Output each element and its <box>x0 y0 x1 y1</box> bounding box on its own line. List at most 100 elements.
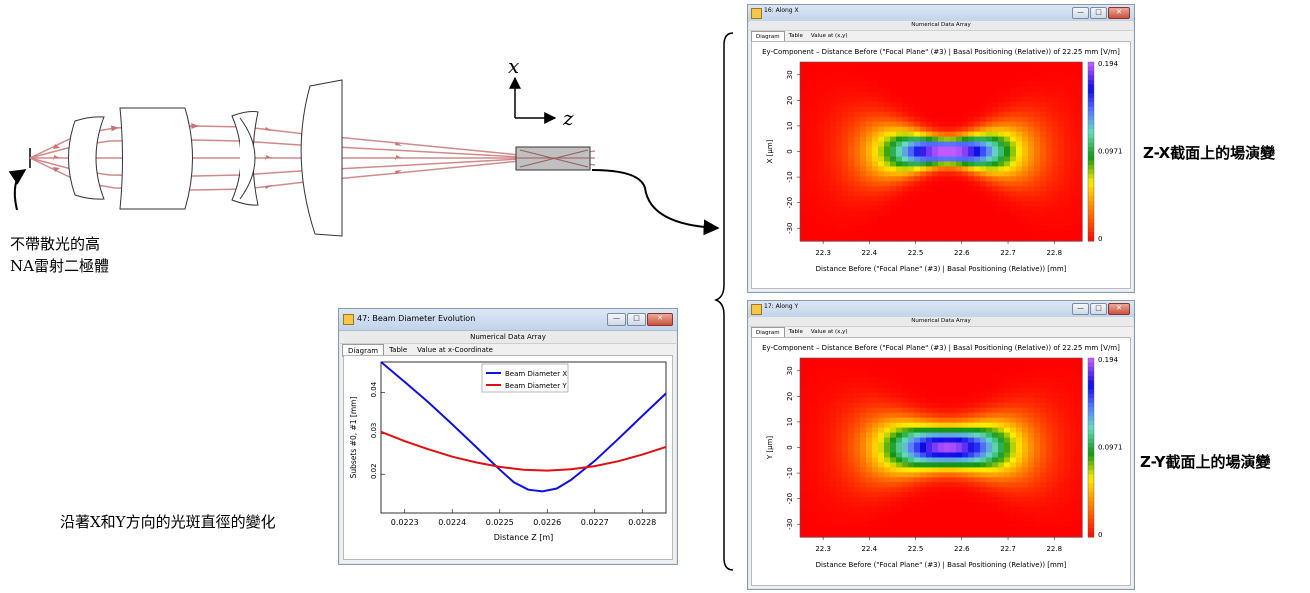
heatmap-cell <box>1034 116 1041 123</box>
heatmap-cell <box>1028 62 1035 68</box>
heatmap-cell <box>950 196 957 202</box>
heatmap-cell <box>830 402 837 409</box>
heatmap-cell <box>926 76 933 83</box>
y-tick-label: -20 <box>786 493 794 504</box>
heatmap-cell <box>1040 111 1047 118</box>
close-button[interactable]: ✕ <box>1108 303 1130 315</box>
heatmap-cell <box>998 71 1005 78</box>
heatmap-cell <box>1058 126 1065 133</box>
heatmap-cell <box>980 196 987 202</box>
heatmap-cell <box>1064 432 1071 439</box>
minimize-button[interactable]: — <box>607 313 626 326</box>
heatmap-cell <box>896 91 903 98</box>
heatmap-cell <box>836 101 843 108</box>
heatmap-cell <box>956 397 963 404</box>
heatmap-cell <box>956 231 963 237</box>
along-y-window[interactable]: 17: Along Y — □ ✕ Numerical Data Array D… <box>747 300 1135 590</box>
tab-diagram[interactable]: Diagram <box>751 31 785 41</box>
heatmap-cell <box>950 86 957 93</box>
app-icon <box>751 8 762 19</box>
heatmap-cell <box>1010 191 1017 197</box>
heatmap-cell <box>920 402 927 409</box>
zx-field-heatmap: Ey-Component – Distance Before ("Focal P… <box>762 48 1122 273</box>
minimize-button[interactable]: — <box>1072 303 1089 315</box>
heatmap-cell <box>1040 62 1047 68</box>
heatmap-cell <box>908 482 915 488</box>
heatmap-cell <box>854 166 861 172</box>
tab-value-at-xy[interactable]: Value at (x,y) <box>810 329 848 335</box>
heatmap-cell <box>1046 136 1053 143</box>
heatmap-cell <box>836 502 843 508</box>
close-button[interactable]: ✕ <box>647 313 673 326</box>
heatmap-cell <box>980 437 987 444</box>
heatmap-cell <box>998 412 1005 419</box>
heatmap-cell <box>956 442 963 449</box>
heatmap-cell <box>992 402 999 409</box>
heatmap-cell <box>938 482 945 488</box>
along-y-titlebar[interactable]: 17: Along Y — □ ✕ <box>748 301 1134 318</box>
heatmap-cell <box>914 101 921 108</box>
along-x-window[interactable]: 16: Along X — □ ✕ Numerical Data Array D… <box>747 4 1135 293</box>
beam-window-subheader: Numerical Data Array <box>340 331 676 344</box>
heatmap-cell <box>1004 196 1011 202</box>
heatmap-cell <box>890 362 897 369</box>
heatmap-cell <box>1058 358 1065 364</box>
heatmap-cell <box>890 392 897 399</box>
heatmap-cell <box>890 532 897 538</box>
tab-table[interactable]: Table <box>788 33 803 39</box>
heatmap-cell <box>998 367 1005 374</box>
heatmap-cell <box>878 367 885 374</box>
heatmap-cell <box>1034 211 1041 217</box>
heatmap-cell <box>1004 447 1011 454</box>
minimize-button[interactable]: — <box>1072 7 1089 19</box>
tab-table[interactable]: Table <box>389 346 408 354</box>
heatmap-cell <box>1052 146 1059 153</box>
heatmap-cell <box>974 216 981 222</box>
heatmap-cell <box>848 492 855 498</box>
heatmap-cell <box>866 66 873 73</box>
maximize-button[interactable]: □ <box>1090 7 1107 19</box>
heatmap-cell <box>896 502 903 508</box>
heatmap-cell <box>806 216 813 222</box>
heatmap-cell <box>836 507 843 513</box>
tab-diagram[interactable]: Diagram <box>342 344 385 357</box>
heatmap-cell <box>1040 181 1047 187</box>
maximize-button[interactable]: □ <box>1090 303 1107 315</box>
heatmap-cell <box>902 462 909 468</box>
heatmap-cell <box>890 106 897 113</box>
heatmap-cell <box>836 186 843 192</box>
close-button[interactable]: ✕ <box>1108 7 1130 19</box>
beam-window-titlebar[interactable]: 47: Beam Diameter Evolution — □ ✕ <box>339 309 677 331</box>
heatmap-cell <box>878 156 885 163</box>
heatmap-cell <box>842 191 849 197</box>
heatmap-cell <box>1052 62 1059 68</box>
tab-value-at-xy[interactable]: Value at (x,y) <box>810 33 848 39</box>
heatmap-cell <box>1076 447 1083 454</box>
tab-diagram[interactable]: Diagram <box>751 327 785 337</box>
tab-value-at-x[interactable]: Value at x-Coordinate <box>417 346 493 354</box>
heatmap-cell <box>920 151 927 158</box>
heatmap-cell <box>920 146 927 153</box>
heatmap-cell <box>842 186 849 192</box>
tab-table[interactable]: Table <box>788 329 803 335</box>
heatmap-cell <box>920 236 927 242</box>
heatmap-cell <box>1070 522 1077 528</box>
heatmap-cell <box>854 216 861 222</box>
heatmap-cell <box>974 181 981 187</box>
heatmap-cell <box>872 66 879 73</box>
y-tick-label: 30 <box>786 366 794 375</box>
along-x-titlebar[interactable]: 16: Along X — □ ✕ <box>748 5 1134 22</box>
maximize-button[interactable]: □ <box>627 313 646 326</box>
heatmap-cell <box>848 141 855 148</box>
heatmap-cell <box>836 487 843 493</box>
heatmap-cell <box>848 226 855 232</box>
heatmap-cell <box>992 407 999 414</box>
heatmap-cell <box>896 447 903 454</box>
beam-diameter-window[interactable]: 47: Beam Diameter Evolution — □ ✕ Numeri… <box>338 308 678 565</box>
heatmap-cell <box>908 367 915 374</box>
heatmap-cell <box>896 432 903 439</box>
heatmap-cell <box>938 358 945 364</box>
heatmap-cell <box>920 96 927 103</box>
heatmap-cell <box>1070 171 1077 177</box>
heatmap-cell <box>968 121 975 128</box>
